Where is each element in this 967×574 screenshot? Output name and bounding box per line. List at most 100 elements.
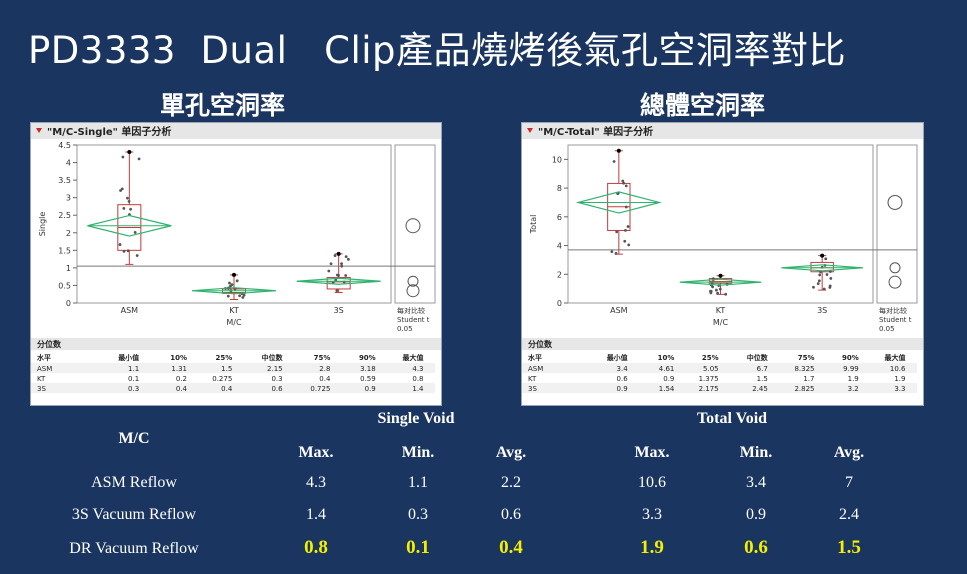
data-point <box>333 254 337 257</box>
data-point <box>818 273 822 277</box>
data-point <box>242 293 246 297</box>
cell: 0.6 <box>501 506 521 523</box>
data-point <box>711 285 715 289</box>
col-header: Min. <box>739 444 773 461</box>
mean-diamond <box>679 278 762 286</box>
data-point <box>344 255 348 259</box>
y-tick-label: 3 <box>66 194 71 203</box>
data-point <box>126 196 129 200</box>
data-point <box>724 292 728 296</box>
quantile-header: 75% <box>798 354 815 362</box>
max-point <box>127 150 132 155</box>
data-point <box>135 254 139 257</box>
quantile-cell: 1.5 <box>221 365 232 373</box>
quantile-cell: 3S <box>528 385 537 393</box>
data-point <box>334 278 338 282</box>
disclosure-icon <box>527 128 533 133</box>
quantile-header: 90% <box>842 354 859 362</box>
col-header: Avg. <box>495 444 527 461</box>
x-tick-label: ASM <box>121 306 139 315</box>
cell: 3.3 <box>642 506 662 523</box>
col-header: Max. <box>634 444 670 461</box>
data-point <box>622 181 626 185</box>
quantile-row-bg <box>522 373 917 383</box>
quantile-cell: 1.54 <box>659 385 675 393</box>
max-point <box>616 148 621 153</box>
quantile-row-bg <box>522 363 917 373</box>
x-tick-label: KT <box>229 306 239 315</box>
total-void-chart: "M/C-Total" 单因子分析 0 2 4 6 8 10 Total ASM KT 3S M/C 每… <box>522 123 923 393</box>
cell-highlight: 1.5 <box>837 537 861 558</box>
quantile-header: 10% <box>170 354 187 362</box>
quantile-cell: 0.4 <box>176 385 188 393</box>
quantile-cell: 0.3 <box>271 375 282 383</box>
data-point <box>624 184 628 188</box>
quantile-cell: 1.31 <box>171 365 187 373</box>
quantile-header: 最大值 <box>884 353 905 362</box>
single-void-subtitle: 單孔空洞率 <box>160 91 286 120</box>
quantile-cell: KT <box>37 375 46 383</box>
y-tick-label: 3.5 <box>58 176 71 185</box>
quantile-cell: 0.9 <box>663 375 674 383</box>
data-point <box>129 207 132 211</box>
quantile-cell: 3.3 <box>894 385 905 393</box>
quantile-cell: 1.9 <box>894 375 905 383</box>
max-point <box>820 253 825 258</box>
quantile-cell: 1.9 <box>848 375 859 383</box>
data-point <box>336 273 339 277</box>
quantile-header: 10% <box>658 354 675 362</box>
data-point <box>344 274 348 277</box>
data-point <box>829 277 833 280</box>
data-point <box>824 257 828 261</box>
quantile-cell: 6.7 <box>757 365 768 373</box>
summary-row-header: M/C <box>118 430 150 447</box>
quantile-cell: 1.5 <box>757 375 768 383</box>
quantile-cell: 10.6 <box>890 365 906 373</box>
quantile-cell: 2.45 <box>752 385 768 393</box>
quantile-cell: 3.4 <box>617 365 629 373</box>
data-point <box>825 273 829 276</box>
single-chart-panel: "M/C-Single" 单因子分析 0 0.5 1 1.5 2 2.5 3 3.5 4 4.5 Si… <box>30 122 442 406</box>
data-point <box>621 179 625 183</box>
quantile-header: 25% <box>702 354 719 362</box>
comparison-label: Student t <box>879 316 912 324</box>
quantile-cell: 4.61 <box>659 365 675 373</box>
cell: 0.9 <box>746 506 766 523</box>
col-header: Avg. <box>833 444 865 461</box>
data-point <box>126 249 130 253</box>
y-tick-label: 0 <box>66 299 71 308</box>
quantile-header: 水平 <box>528 353 542 362</box>
data-point <box>627 243 631 247</box>
quantile-cell: 2.825 <box>794 385 814 393</box>
cell-highlight: 1.9 <box>640 537 664 558</box>
x-axis-label: M/C <box>713 318 729 327</box>
quantile-title: 分位数 <box>37 339 62 349</box>
x-axis-label: M/C <box>226 318 242 327</box>
quantile-cell: 0.4 <box>319 375 331 383</box>
x-tick-label: 3S <box>817 306 827 315</box>
cell: 1.1 <box>408 474 428 491</box>
data-point <box>238 294 242 298</box>
comparison-label: 0.05 <box>879 325 895 333</box>
data-point <box>226 294 230 298</box>
quantile-cell: 1.7 <box>803 375 814 383</box>
single-void-chart: "M/C-Single" 单因子分析 0 0.5 1 1.5 2 2.5 3 3.5 4 4.5 Si… <box>31 123 441 393</box>
data-point <box>118 243 122 246</box>
disclosure-icon <box>36 128 42 133</box>
cell: 2.4 <box>839 506 859 523</box>
quantile-cell: 2.175 <box>699 385 719 393</box>
cell: 0.3 <box>408 506 428 523</box>
data-point <box>822 287 826 291</box>
data-point <box>230 283 234 287</box>
quantile-cell: 0.1 <box>128 375 139 383</box>
quantile-cell: 0.3 <box>128 385 139 393</box>
comparison-area <box>394 144 436 304</box>
quantile-header: 水平 <box>37 353 51 362</box>
y-tick-label: 1 <box>66 264 71 273</box>
data-point <box>346 257 350 261</box>
data-point <box>329 262 333 266</box>
y-tick-label: 4 <box>557 242 562 251</box>
y-axis-label: Single <box>38 212 47 237</box>
y-tick-label: 2 <box>557 270 562 279</box>
cell: 2.2 <box>501 474 521 491</box>
